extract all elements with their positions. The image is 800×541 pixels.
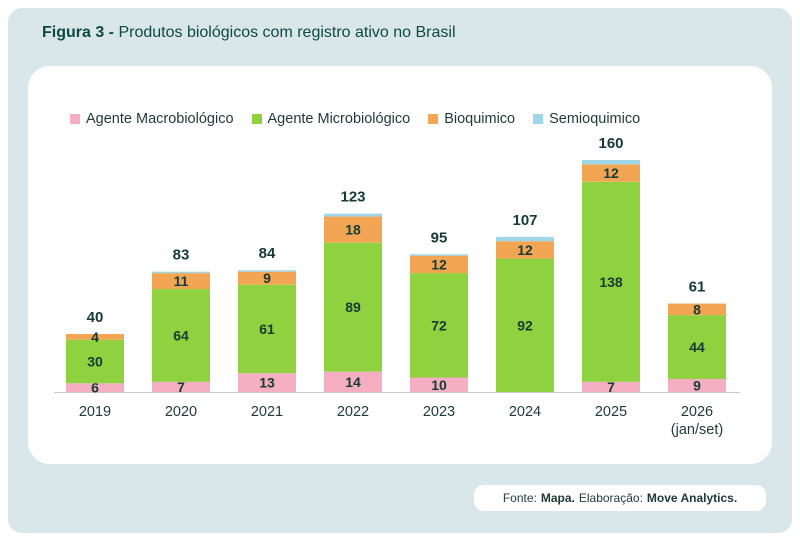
bar-segment: [582, 160, 640, 165]
data-label: 6: [91, 380, 99, 396]
data-label: 4: [91, 329, 99, 345]
x-tick-label: 2023: [423, 404, 455, 420]
x-tick-label: 2020: [165, 404, 197, 420]
figure-title-text: Produtos biológicos com registro ativo n…: [118, 24, 456, 41]
data-label: 12: [517, 242, 533, 258]
total-label: 160: [598, 135, 623, 152]
x-tick-label: 2024: [509, 404, 541, 420]
source-prefix: Fonte:: [502, 491, 537, 505]
bar-segment: [324, 242, 382, 372]
legend-swatch: [70, 114, 80, 124]
bar-segment: [668, 315, 726, 379]
total-label: 40: [87, 309, 104, 326]
data-label: 30: [87, 354, 103, 370]
x-tick-label: 2019: [79, 404, 111, 420]
data-label: 72: [431, 317, 447, 333]
bar-segment: [410, 273, 468, 378]
data-label: 12: [603, 165, 619, 181]
legend-label: Agente Macrobiológico: [86, 111, 234, 127]
bar-segment: [152, 381, 210, 392]
x-tick-label: 2025: [595, 404, 627, 420]
bar-segment: [238, 284, 296, 374]
bar-segment: [410, 255, 468, 274]
data-label: 7: [607, 379, 615, 395]
source-note: Fonte: Mapa. Elaboração: Move Analytics.: [474, 485, 766, 511]
bar-segment: [410, 377, 468, 392]
figure-label: Figura 3 -: [42, 24, 115, 41]
data-label: 12: [431, 256, 447, 272]
legend-item: Agente Microbiológico: [251, 111, 411, 127]
legend-swatch: [428, 114, 439, 124]
figure-title: Figura 3 - Produtos biológicos com regis…: [42, 24, 456, 42]
source-name: Mapa.: [540, 491, 575, 505]
bar-segment: [238, 373, 296, 392]
data-label: 13: [259, 375, 275, 391]
legend-item: Agente Macrobiológico: [70, 111, 234, 127]
chart-card: [28, 66, 772, 464]
legend-label: Semioquimico: [549, 111, 641, 127]
x-tick-label: 2022: [337, 404, 369, 420]
data-label: 8: [693, 301, 701, 317]
legend-swatch: [533, 114, 544, 124]
data-label: 14: [345, 374, 361, 390]
legend-label: Bioquimico: [444, 111, 516, 127]
x-tick-label: 2021: [251, 404, 283, 420]
data-label: 11: [174, 273, 189, 289]
data-label: 10: [431, 377, 447, 393]
elaboration-name: Move Analytics.: [646, 491, 738, 505]
bar-segment: [582, 181, 640, 382]
bar-segment: [324, 371, 382, 392]
legend-swatch: [251, 114, 262, 124]
bar-segment: [152, 271, 210, 274]
bar-segment: [324, 216, 382, 243]
bar-segment: [66, 334, 124, 340]
data-label: 92: [517, 317, 533, 333]
bar-segment: [152, 289, 210, 382]
total-label: 107: [512, 212, 537, 229]
bar-segment: [496, 236, 554, 242]
bar-segment: [496, 258, 554, 392]
data-label: 9: [263, 270, 271, 286]
bar-segment: [238, 270, 296, 272]
bar-segment: [668, 303, 726, 316]
bar-segment: [582, 164, 640, 182]
bar-segment: [410, 254, 468, 256]
legend-item: Semioquimico: [533, 111, 640, 127]
total-label: 61: [689, 279, 706, 296]
bar-segment: [496, 241, 554, 259]
data-label: 89: [345, 299, 361, 315]
data-label: 64: [173, 327, 189, 343]
bar-segment: [668, 378, 726, 392]
total-label: 83: [173, 247, 190, 264]
data-label: 18: [345, 222, 361, 238]
x-tick-label: 2026 (jan/set): [671, 404, 723, 438]
chart-legend: Agente Macrobiológico Agente Microbiológi…: [70, 110, 640, 128]
data-label: 61: [259, 321, 275, 337]
bar-segment: [582, 381, 640, 392]
bar-segment: [152, 273, 210, 290]
legend-label: Agente Microbiológico: [267, 111, 411, 127]
total-label: 95: [431, 229, 448, 246]
bar-segment: [66, 339, 124, 384]
elaboration-label: Elaboração:: [578, 491, 643, 505]
data-label: 138: [599, 274, 623, 290]
data-label: 7: [177, 379, 185, 395]
bar-segment: [324, 213, 382, 217]
bar-segment: [66, 383, 124, 392]
data-label: 44: [689, 339, 705, 355]
bar-segment: [238, 271, 296, 285]
data-label: 9: [693, 377, 701, 393]
total-label: 123: [340, 189, 365, 206]
legend-item: Bioquimico: [428, 111, 515, 127]
total-label: 84: [259, 245, 276, 262]
